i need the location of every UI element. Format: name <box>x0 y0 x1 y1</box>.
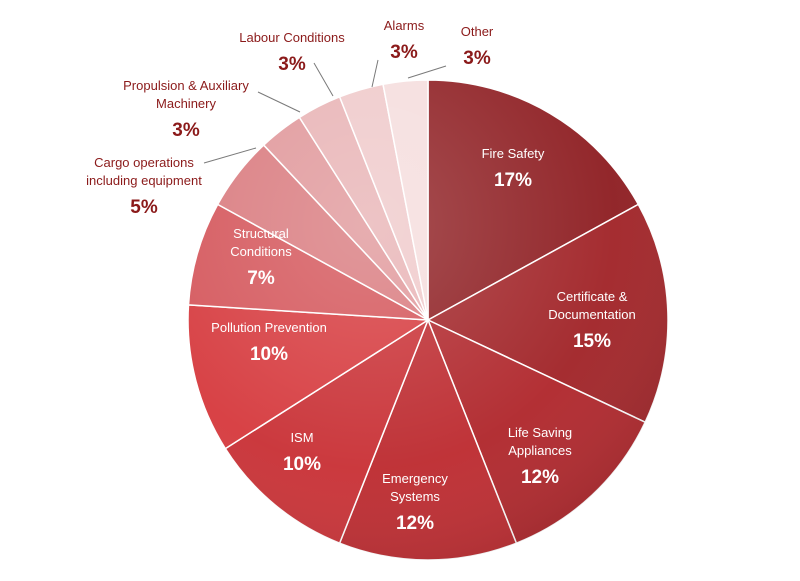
leader-line-labour-conditions <box>313 62 334 97</box>
slice-name-text: Structural <box>233 226 289 241</box>
slice-value-text: 12% <box>521 467 559 488</box>
leader-line-propulsion-and-auxiliary-machinery <box>257 91 301 113</box>
slice-name-text: Fire Safety <box>482 146 545 161</box>
slice-label-alarms: Alarms 3% <box>384 18 425 63</box>
leader-lines <box>203 59 447 164</box>
slice-value-text: 3% <box>278 54 306 75</box>
slice-name-text: Certificate & <box>557 289 628 304</box>
slice-name-text: Pollution Prevention <box>211 320 327 335</box>
slice-name-text: Propulsion & Auxiliary <box>123 78 249 93</box>
slice-label-other: Other 3% <box>461 24 494 69</box>
slice-name-text: Systems <box>390 489 440 504</box>
slice-value-text: 3% <box>390 42 418 63</box>
slice-label-life-saving-appliances: Life Saving Appliances 12% <box>508 425 572 488</box>
slice-name-text: Alarms <box>384 18 425 33</box>
slice-label-propulsion-and-auxiliary-machinery: Propulsion & Auxiliary Machinery 3% <box>123 78 249 141</box>
slice-value-text: 7% <box>247 268 275 289</box>
slice-label-structural-conditions: Structural Conditions 7% <box>230 226 292 289</box>
slice-value-text: 3% <box>172 120 200 141</box>
slice-name-text: Emergency <box>382 471 448 486</box>
slice-label-pollution-prevention: Pollution Prevention 10% <box>211 320 327 365</box>
slice-name-text: Labour Conditions <box>239 30 345 45</box>
slice-name-text: Documentation <box>548 307 635 322</box>
slice-name-text: Cargo operations <box>94 155 194 170</box>
slice-value-text: 10% <box>250 344 288 365</box>
slice-value-text: 17% <box>494 170 532 191</box>
slice-name-text: Machinery <box>156 96 216 111</box>
slice-labels: Fire Safety 17% Certificate & Documentation… <box>86 18 636 534</box>
slice-value-text: 3% <box>463 48 491 69</box>
slice-label-cargo-operations-including-equipment: Cargo operations including equipment 5% <box>86 155 202 218</box>
slice-label-emergency-systems: Emergency Systems 12% <box>382 471 448 534</box>
slice-value-text: 5% <box>130 197 158 218</box>
leader-line-cargo-operations-including-equipment <box>203 147 257 164</box>
slice-name-text: Other <box>461 24 494 39</box>
slice-name-text: Life Saving <box>508 425 572 440</box>
slice-label-fire-safety: Fire Safety 17% <box>482 146 545 191</box>
slice-value-text: 15% <box>573 331 611 352</box>
slice-value-text: 12% <box>396 513 434 534</box>
slice-name-text: including equipment <box>86 173 202 188</box>
slice-value-text: 10% <box>283 454 321 475</box>
leader-line-other <box>407 65 447 79</box>
slice-name-text: Appliances <box>508 443 572 458</box>
slice-label-ism: ISM 10% <box>283 430 321 475</box>
leader-line-alarms <box>371 59 379 88</box>
slice-label-certificate-and-documentation: Certificate & Documentation 15% <box>548 289 635 352</box>
slice-name-text: Conditions <box>230 244 292 259</box>
slice-name-text: ISM <box>290 430 313 445</box>
slice-label-labour-conditions: Labour Conditions 3% <box>239 30 345 75</box>
